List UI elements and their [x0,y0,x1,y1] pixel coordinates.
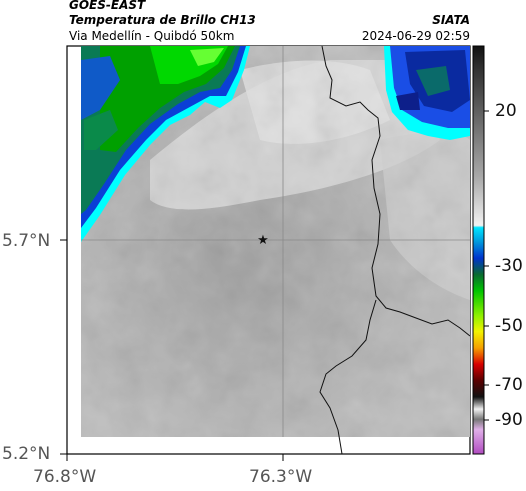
colorbar-tick-neg90: -90 [495,410,523,430]
timestamp-label: 2024-06-29 02:59 [361,29,470,43]
star-icon: ★ [257,233,269,248]
lat-label-5-7: 5.7°N [2,231,51,251]
colorbar-tick-20: 20 [495,101,517,121]
satellite-name: GOES-EAST [69,0,146,12]
product-title: Temperatura de Brillo CH13 [69,13,256,27]
colorbar-tick-neg30: -30 [495,256,523,276]
region-subtitle: Via Medellín - Quibdó 50km [69,29,235,43]
agency-label: SIATA [432,13,470,27]
municipal-border [319,299,377,455]
colorbar-bar [472,45,485,455]
colorbar-tick-neg50: -50 [495,316,523,336]
lat-label-5-2: 5.2°N [2,444,51,464]
lon-label-76-3: 76.3°W [249,467,313,487]
department-border [321,45,471,337]
lon-label-76-8: 76.8°W [33,467,97,487]
colorbar-tick-neg70: -70 [495,375,523,395]
